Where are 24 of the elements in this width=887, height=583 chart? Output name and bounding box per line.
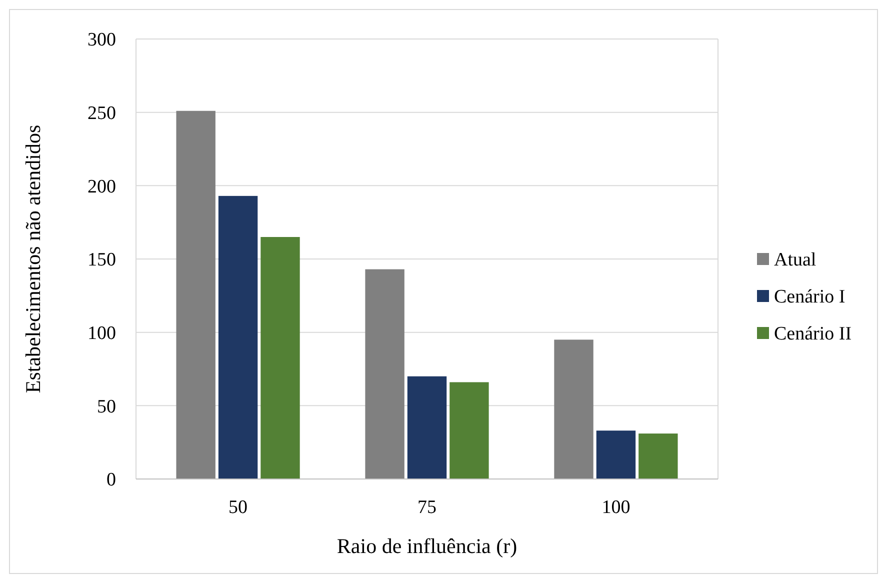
legend-label: Atual (774, 250, 816, 271)
legend-label: Cenário II (774, 324, 852, 345)
y-tick-label: 50 (97, 396, 116, 418)
y-tick-label: 250 (88, 102, 116, 124)
y-axis-title: Estabelecimentos não atendidos (21, 124, 45, 394)
y-tick-label: 0 (106, 470, 116, 491)
bar (407, 376, 447, 479)
bar (554, 340, 594, 479)
x-tick-label: 100 (602, 497, 630, 518)
bar (596, 430, 636, 479)
bar (176, 110, 216, 479)
x-tick-label: 75 (418, 497, 436, 518)
y-tick-label: 300 (88, 30, 116, 51)
bar (218, 196, 258, 479)
bar (365, 269, 404, 479)
bar (638, 434, 678, 479)
legend-label: Cenário I (774, 286, 846, 308)
bar (260, 237, 300, 479)
y-tick-label: 200 (88, 176, 116, 198)
x-axis-title: Raio de influência (r) (336, 534, 518, 558)
y-tick-label: 100 (88, 322, 116, 344)
y-tick-label: 150 (88, 250, 116, 271)
bar (450, 382, 489, 479)
x-tick-label: 50 (228, 497, 248, 518)
